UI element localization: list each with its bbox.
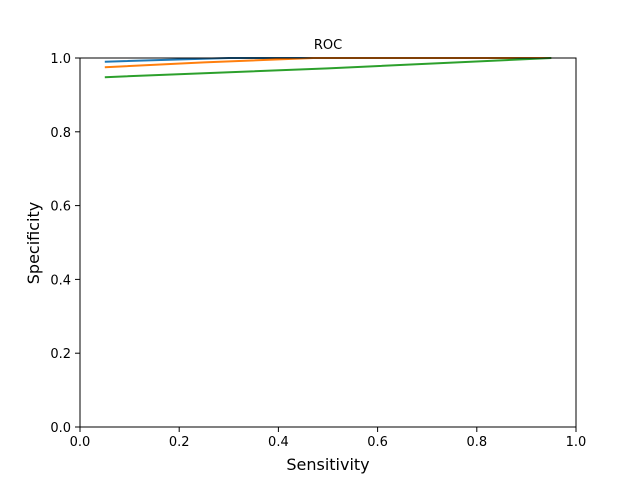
- y-axis-label: Specificity: [24, 202, 43, 284]
- series-group: [104, 57, 552, 79]
- chart-title: ROC: [314, 38, 342, 53]
- x-tick-label: 0.0: [70, 435, 91, 450]
- y-tick-label: 0.0: [50, 421, 71, 436]
- x-tick-label: 1.0: [566, 435, 587, 450]
- x-tick-label: 0.6: [367, 435, 388, 450]
- x-tick-label: 0.8: [466, 435, 487, 450]
- y-tick-label: 1.0: [50, 52, 71, 67]
- x-tick-label: 0.2: [169, 435, 190, 450]
- y-tick-label: 0.6: [50, 200, 71, 215]
- y-tick-label: 0.2: [50, 347, 71, 362]
- y-tick-label: 0.4: [50, 273, 71, 288]
- y-tick-label: 0.8: [50, 126, 71, 141]
- roc-series-line-3: [104, 57, 552, 79]
- x-axis-label: Sensitivity: [286, 455, 369, 474]
- axes-frame: [79, 57, 577, 428]
- ticks-group: 0.0 0.2 0.4 0.6 0.8 1.0 0.0 0.2 0.4 0.6 0.8 1.0: [50, 52, 586, 450]
- x-tick-label: 0.4: [268, 435, 289, 450]
